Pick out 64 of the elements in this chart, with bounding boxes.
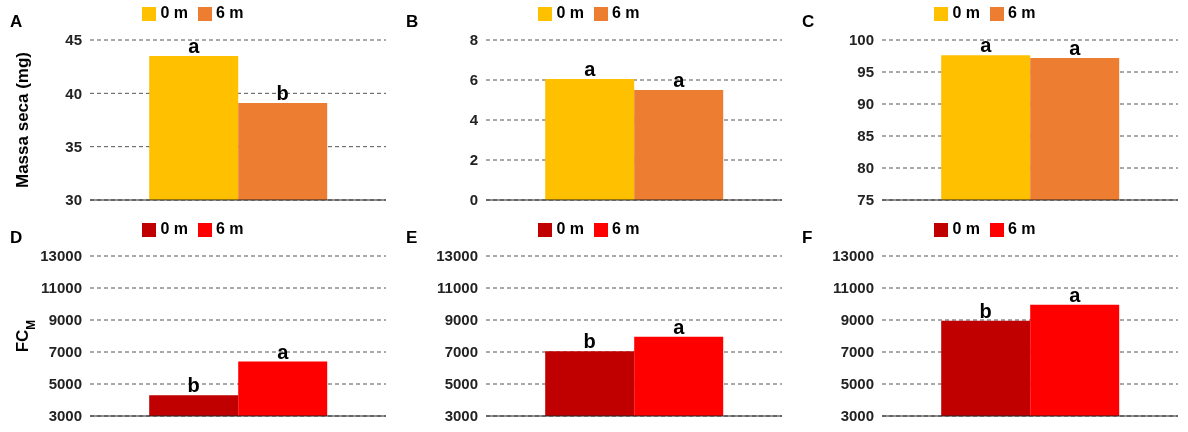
- data-label: b: [979, 299, 992, 322]
- chart-title: E: [406, 228, 418, 248]
- y-tick-label: 7000: [48, 343, 82, 361]
- chart-title: C: [802, 12, 815, 32]
- legend-label: 0 m: [160, 220, 188, 237]
- y-tick-label: 7000: [840, 343, 874, 361]
- chart-title: A: [10, 12, 23, 32]
- y-tick-label: 3000: [444, 407, 478, 425]
- y-tick-label: 45: [65, 31, 82, 49]
- y-tick-label: 13000: [436, 247, 478, 265]
- y-tick-label: 7000: [444, 343, 478, 361]
- y-tick-label: 9000: [48, 311, 82, 329]
- chart-title: D: [10, 228, 23, 248]
- data-label: a: [673, 315, 686, 338]
- y-tick-label: 5000: [840, 375, 874, 393]
- data-label: b: [276, 81, 289, 104]
- data-label: b: [187, 374, 200, 397]
- y-tick-label: 13000: [832, 247, 874, 265]
- legend-label: 0 m: [160, 4, 188, 21]
- data-label: a: [673, 69, 686, 91]
- y-tick-label: 85: [857, 127, 874, 145]
- y-tick-label: 5000: [444, 375, 478, 393]
- data-label: a: [1069, 36, 1082, 59]
- chart-title: F: [802, 228, 813, 248]
- y-tick-label: 9000: [444, 311, 478, 329]
- y-tick-label: 100: [848, 31, 874, 49]
- y-axis-title: Massa seca (mg): [13, 51, 32, 189]
- data-label: a: [1069, 283, 1082, 306]
- y-tick-label: 5000: [48, 375, 82, 393]
- legend-label: 6 m: [216, 220, 244, 237]
- legend-label: 0 m: [556, 4, 584, 21]
- y-tick-label: 9000: [840, 311, 874, 329]
- data-label: a: [980, 34, 993, 57]
- data-label: b: [583, 330, 596, 353]
- y-tick-label: 3000: [840, 407, 874, 425]
- y-tick-label: 35: [65, 137, 82, 155]
- y-tick-label: 13000: [40, 247, 82, 265]
- y-tick-label: 3000: [48, 407, 82, 425]
- y-tick-label: 0: [469, 191, 478, 209]
- y-tick-label: 80: [857, 159, 874, 177]
- legend-label: 6 m: [612, 4, 640, 21]
- y-tick-label: 90: [857, 95, 874, 113]
- y-tick-label: 8: [469, 31, 478, 49]
- legend-label: 6 m: [216, 4, 244, 21]
- y-tick-label: 2: [469, 151, 478, 169]
- legend-label: 6 m: [612, 220, 640, 237]
- legend-label: 6 m: [1008, 4, 1036, 21]
- legend-label: 0 m: [556, 220, 584, 237]
- y-tick-label: 11000: [833, 279, 874, 297]
- y-tick-label: 11000: [41, 279, 82, 297]
- y-tick-label: 75: [857, 191, 874, 209]
- y-tick-label: 4: [469, 111, 479, 129]
- legend-label: 0 m: [952, 220, 980, 237]
- chart-title: B: [406, 12, 419, 32]
- data-label: a: [277, 340, 290, 363]
- legend-label: 0 m: [952, 4, 980, 21]
- y-tick-label: 95: [857, 63, 874, 81]
- data-label: a: [584, 58, 597, 80]
- y-tick-label: 40: [65, 84, 82, 102]
- y-tick-label: 30: [65, 191, 82, 209]
- y-tick-label: 6: [469, 71, 478, 89]
- data-label: a: [188, 35, 201, 57]
- y-tick-label: 11000: [437, 279, 478, 297]
- legend-label: 6 m: [1008, 220, 1036, 237]
